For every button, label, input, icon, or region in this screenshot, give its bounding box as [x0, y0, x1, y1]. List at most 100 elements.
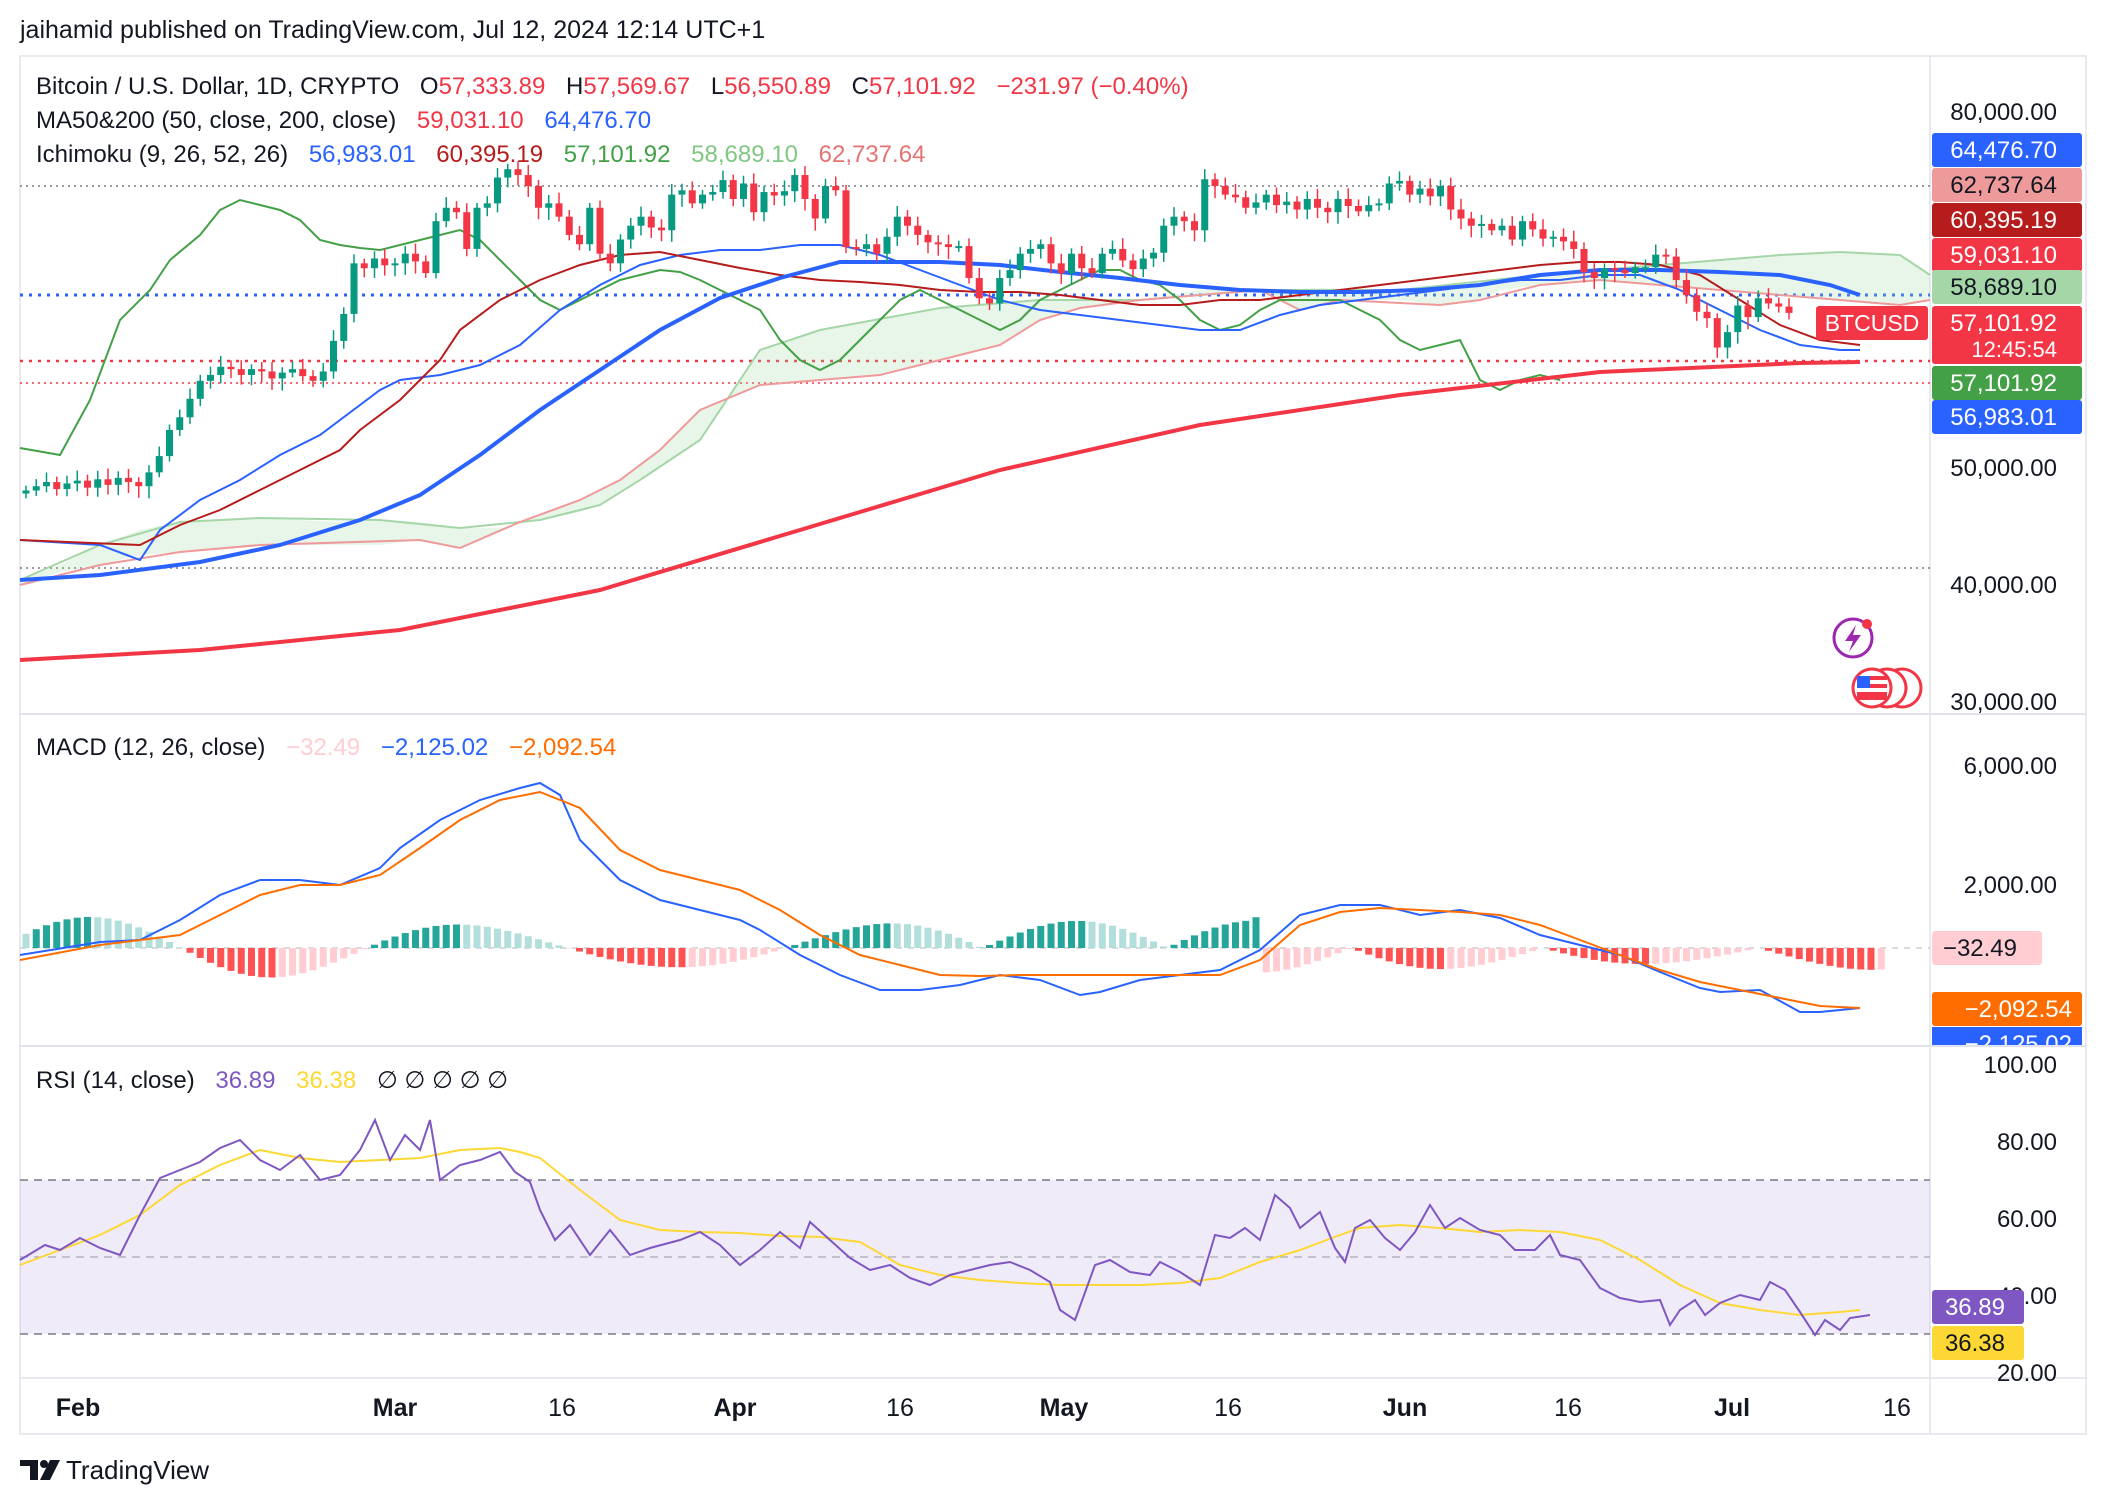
- macd-histogram-bar: [647, 948, 655, 966]
- macd-histogram-bar: [207, 948, 214, 963]
- candle-body: [1047, 244, 1055, 264]
- legend-row-macd: MACD (12, 26, close) −32.49 −2,125.02 −2…: [36, 734, 616, 761]
- macd-histogram-bar: [1642, 948, 1649, 964]
- macd-histogram-bar: [1857, 948, 1865, 970]
- macd-histogram-bar: [955, 937, 963, 948]
- candle-body: [1232, 194, 1239, 198]
- candle-body: [494, 177, 501, 204]
- candle-body: [699, 194, 706, 204]
- candle-body: [1252, 202, 1260, 208]
- candle-body: [1242, 197, 1250, 208]
- macd-histogram-bar: [1201, 931, 1209, 948]
- macd-histogram-bar: [1631, 948, 1639, 964]
- x-tick-mar: Mar: [373, 1394, 418, 1422]
- candle-body: [340, 313, 348, 341]
- candle-body: [371, 258, 378, 269]
- macd-histogram-bar: [1232, 922, 1239, 948]
- candle-body: [1498, 225, 1506, 231]
- candle-body: [1662, 254, 1670, 257]
- candle-body: [1129, 260, 1137, 270]
- macd-histogram-bar: [330, 948, 337, 963]
- macd-badge-signal: −2,092.54: [1932, 992, 2082, 1026]
- candle-body: [1160, 225, 1168, 253]
- macd-histogram-bar: [1508, 948, 1516, 958]
- macd-histogram-bar: [145, 931, 153, 948]
- macd-histogram-bar: [186, 948, 194, 953]
- legend-row-1: Bitcoin / U.S. Dollar, 1D, CRYPTO O57,33…: [36, 73, 1189, 100]
- macd-histogram-bar: [422, 927, 430, 948]
- candle-body: [750, 183, 758, 213]
- candle-body: [1027, 248, 1034, 254]
- macd-histogram-bar: [893, 923, 901, 948]
- candle-body: [381, 258, 389, 266]
- candle-body: [1713, 318, 1721, 348]
- macd-histogram-bar: [1160, 946, 1168, 948]
- candle-body: [811, 198, 819, 219]
- candle-body: [432, 221, 440, 274]
- candle-body: [658, 227, 665, 231]
- lightning-event-icon[interactable]: [1832, 617, 1874, 659]
- x-tick-mar-16: 16: [548, 1394, 576, 1422]
- time-axis[interactable]: Feb Mar 16 Apr 16 May 16 Jun 16 Jul 16: [56, 1394, 1911, 1422]
- macd-histogram-bar: [688, 948, 696, 967]
- candle-body: [852, 247, 860, 250]
- x-tick-jul-16: 16: [1883, 1394, 1911, 1422]
- macd-histogram-bar: [258, 948, 266, 978]
- us-flag-event-icons[interactable]: [1851, 667, 1923, 709]
- candle-body: [1447, 186, 1455, 210]
- candle-body: [1037, 244, 1045, 249]
- candle-body: [1068, 253, 1075, 274]
- candle-body: [1098, 253, 1106, 274]
- candle-body: [1016, 253, 1024, 271]
- candle-body: [1191, 221, 1198, 231]
- candle-body: [1672, 256, 1680, 281]
- candle-body: [422, 261, 430, 274]
- tradingview-logo[interactable]: TradingView: [20, 1455, 209, 1485]
- macd-histogram-bar: [1765, 948, 1772, 951]
- macd-histogram-bar: [1252, 917, 1260, 948]
- svg-text:−2,092.54: −2,092.54: [1965, 996, 2072, 1023]
- y-tick-80000: 80,000.00: [1950, 99, 2057, 126]
- rsi-ma-line: [19, 1146, 1861, 1317]
- candle-body: [1201, 179, 1209, 231]
- countdown: 12:45:54: [1971, 337, 2057, 362]
- macd-histogram-bar: [1098, 923, 1106, 948]
- candle-body: [760, 192, 768, 213]
- macd-signal-line: [19, 790, 1861, 1009]
- macd-histogram-bar: [1273, 948, 1280, 972]
- candle-body: [237, 369, 245, 375]
- candle-body: [1734, 305, 1742, 333]
- candle-body: [1775, 303, 1783, 307]
- macd-histogram-bar: [1437, 948, 1444, 970]
- candle-body: [514, 169, 522, 176]
- candle-body: [1703, 311, 1711, 319]
- x-tick-apr: Apr: [713, 1394, 756, 1422]
- candle-body: [627, 225, 635, 240]
- macd-histogram-bar: [1119, 928, 1127, 948]
- publisher-line: jaihamid published on TradingView.com, J…: [19, 16, 765, 44]
- candle-body: [524, 175, 532, 187]
- candle-body: [278, 372, 286, 379]
- macd-histogram-bar: [945, 933, 952, 948]
- svg-text:59,031.10: 59,031.10: [1950, 242, 2057, 269]
- candle-body: [1652, 254, 1660, 268]
- candle-body: [135, 482, 143, 487]
- macd-histogram-bar: [217, 948, 225, 968]
- macd-histogram-bar: [1693, 948, 1701, 960]
- candle-body: [1590, 272, 1598, 279]
- macd-histogram-bar: [73, 917, 81, 948]
- candle-body: [483, 203, 491, 208]
- macd-histogram-bar: [1775, 948, 1783, 954]
- macd-histogram-bar: [914, 925, 922, 948]
- candle-body: [688, 190, 696, 204]
- y-tick-40000: 40,000.00: [1950, 572, 2057, 599]
- candle-body: [576, 234, 583, 245]
- macd-histogram-bar: [1242, 920, 1250, 948]
- rsi-line: [19, 1117, 1871, 1337]
- candle-body: [330, 340, 337, 372]
- macd-histogram-bar: [965, 942, 973, 948]
- macd-histogram-bar: [227, 948, 235, 971]
- x-tick-jun-16: 16: [1554, 1394, 1582, 1422]
- macd-histogram-bar: [104, 918, 112, 948]
